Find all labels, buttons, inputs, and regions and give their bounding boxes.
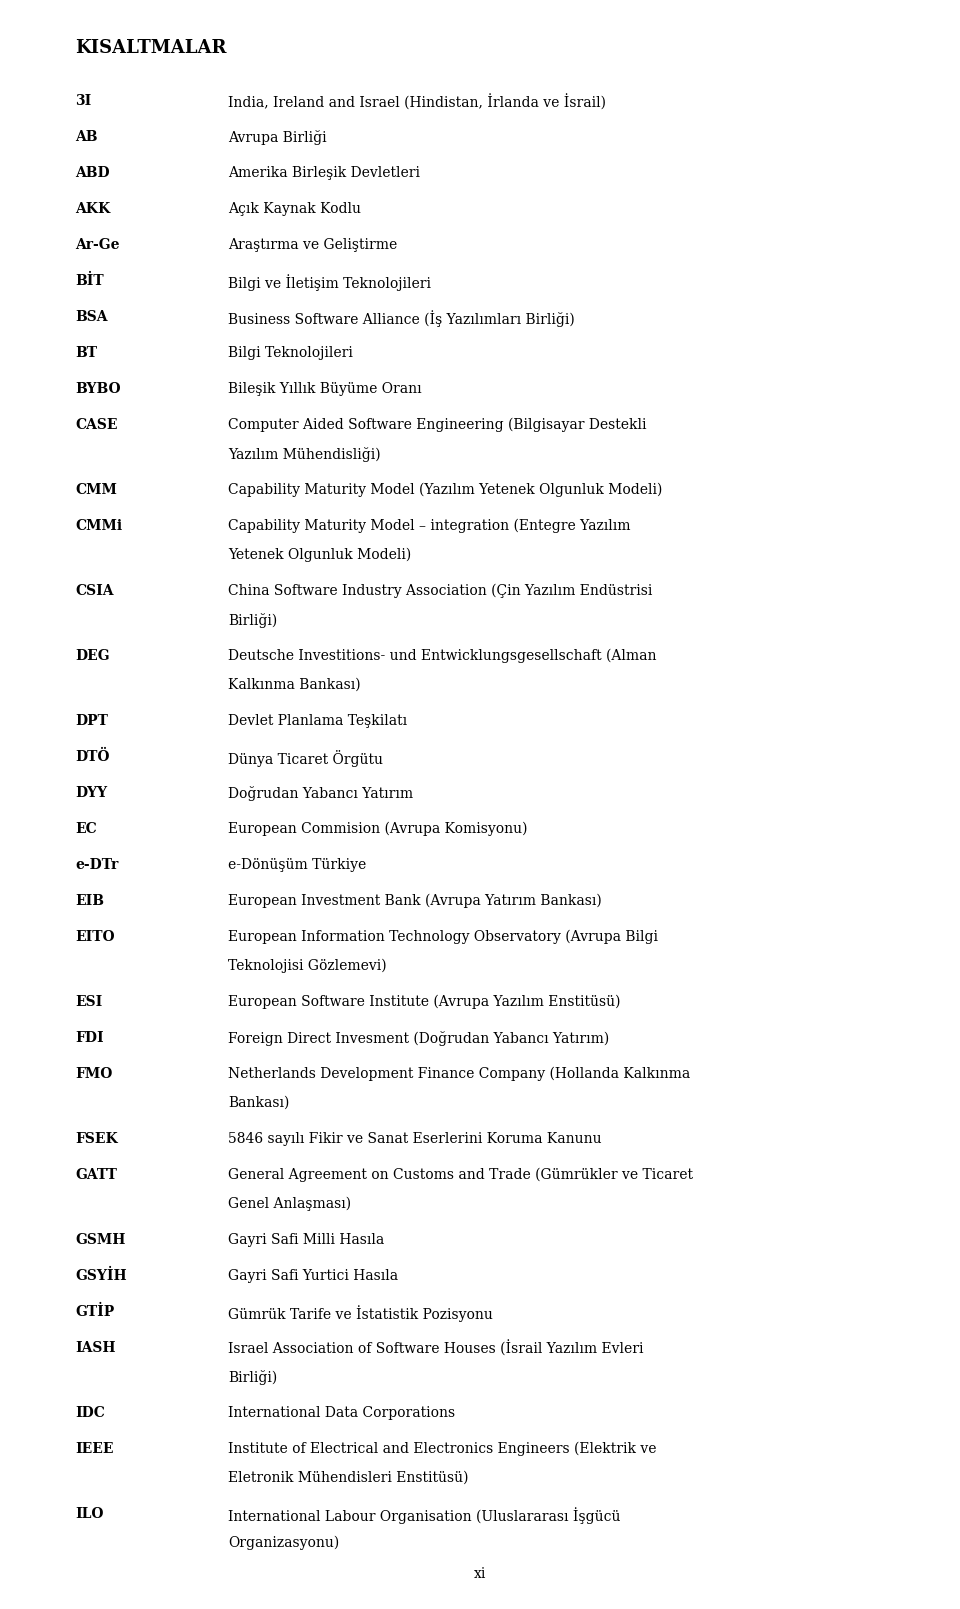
- Text: Deutsche Investitions- und Entwicklungsgesellschaft (Alman: Deutsche Investitions- und Entwicklungsg…: [228, 648, 657, 663]
- Text: Gümrük Tarife ve İstatistik Pozisyonu: Gümrük Tarife ve İstatistik Pozisyonu: [228, 1305, 492, 1323]
- Text: CMMi: CMMi: [75, 520, 122, 533]
- Text: FDI: FDI: [75, 1031, 104, 1044]
- Text: IDC: IDC: [75, 1406, 105, 1421]
- Text: EITO: EITO: [75, 930, 114, 944]
- Text: International Data Corporations: International Data Corporations: [228, 1406, 455, 1421]
- Text: BT: BT: [75, 346, 97, 360]
- Text: Bileşik Yıllık Büyüme Oranı: Bileşik Yıllık Büyüme Oranı: [228, 381, 421, 396]
- Text: xi: xi: [474, 1567, 486, 1582]
- Text: GTİP: GTİP: [75, 1305, 114, 1319]
- Text: BSA: BSA: [75, 311, 108, 323]
- Text: GATT: GATT: [75, 1168, 117, 1183]
- Text: Amerika Birleşik Devletleri: Amerika Birleşik Devletleri: [228, 166, 420, 180]
- Text: Birliği): Birliği): [228, 613, 277, 628]
- Text: China Software Industry Association (Çin Yazılım Endüstrisi: China Software Industry Association (Çin…: [228, 584, 653, 599]
- Text: FMO: FMO: [75, 1067, 112, 1081]
- Text: Yazılım Mühendisliği): Yazılım Mühendisliği): [228, 447, 380, 462]
- Text: GSYİH: GSYİH: [75, 1270, 127, 1282]
- Text: Birliği): Birliği): [228, 1369, 277, 1385]
- Text: Genel Anlaşması): Genel Anlaşması): [228, 1197, 351, 1212]
- Text: Organizasyonu): Organizasyonu): [228, 1537, 339, 1551]
- Text: IEEE: IEEE: [75, 1442, 113, 1456]
- Text: Institute of Electrical and Electronics Engineers (Elektrik ve: Institute of Electrical and Electronics …: [228, 1442, 657, 1456]
- Text: Foreign Direct Invesment (Doğrudan Yabancı Yatırım): Foreign Direct Invesment (Doğrudan Yaban…: [228, 1031, 610, 1046]
- Text: DPT: DPT: [75, 714, 108, 727]
- Text: Avrupa Birliği: Avrupa Birliği: [228, 130, 326, 145]
- Text: Netherlands Development Finance Company (Hollanda Kalkınma: Netherlands Development Finance Company …: [228, 1067, 690, 1081]
- Text: Yetenek Olgunluk Modeli): Yetenek Olgunluk Modeli): [228, 549, 411, 563]
- Text: ABD: ABD: [75, 166, 109, 180]
- Text: Eletronik Mühendisleri Enstitüsü): Eletronik Mühendisleri Enstitüsü): [228, 1471, 468, 1485]
- Text: Gayri Safi Milli Hasıla: Gayri Safi Milli Hasıla: [228, 1232, 384, 1247]
- Text: Ar-Ge: Ar-Ge: [75, 238, 119, 253]
- Text: DTÖ: DTÖ: [75, 750, 109, 764]
- Text: EIB: EIB: [75, 895, 104, 907]
- Text: CMM: CMM: [75, 483, 117, 497]
- Text: KISALTMALAR: KISALTMALAR: [75, 39, 227, 56]
- Text: Israel Association of Software Houses (İsrail Yazılım Evleri: Israel Association of Software Houses (İ…: [228, 1340, 643, 1356]
- Text: Teknolojisi Gözlemevi): Teknolojisi Gözlemevi): [228, 959, 387, 973]
- Text: European Software Institute (Avrupa Yazılım Enstitüsü): European Software Institute (Avrupa Yazı…: [228, 994, 620, 1009]
- Text: Devlet Planlama Teşkilatı: Devlet Planlama Teşkilatı: [228, 714, 407, 727]
- Text: 3I: 3I: [75, 93, 91, 108]
- Text: GSMH: GSMH: [75, 1232, 126, 1247]
- Text: BİT: BİT: [75, 274, 104, 288]
- Text: DYY: DYY: [75, 787, 108, 800]
- Text: European Investment Bank (Avrupa Yatırım Bankası): European Investment Bank (Avrupa Yatırım…: [228, 895, 602, 909]
- Text: International Labour Organisation (Uluslararası İşgücü: International Labour Organisation (Ulusl…: [228, 1508, 620, 1524]
- Text: Bankası): Bankası): [228, 1096, 289, 1110]
- Text: Gayri Safi Yurtici Hasıla: Gayri Safi Yurtici Hasıla: [228, 1270, 398, 1282]
- Text: EC: EC: [75, 822, 97, 837]
- Text: ILO: ILO: [75, 1508, 104, 1521]
- Text: BYBO: BYBO: [75, 381, 121, 396]
- Text: Doğrudan Yabancı Yatırım: Doğrudan Yabancı Yatırım: [228, 787, 413, 801]
- Text: Dünya Ticaret Örgütu: Dünya Ticaret Örgütu: [228, 750, 383, 767]
- Text: European Commision (Avrupa Komisyonu): European Commision (Avrupa Komisyonu): [228, 822, 527, 837]
- Text: Capability Maturity Model (Yazılım Yetenek Olgunluk Modeli): Capability Maturity Model (Yazılım Yeten…: [228, 483, 662, 497]
- Text: European Information Technology Observatory (Avrupa Bilgi: European Information Technology Observat…: [228, 930, 658, 944]
- Text: Bilgi ve İletişim Teknolojileri: Bilgi ve İletişim Teknolojileri: [228, 274, 431, 291]
- Text: DEG: DEG: [75, 648, 109, 663]
- Text: Capability Maturity Model – integration (Entegre Yazılım: Capability Maturity Model – integration …: [228, 520, 631, 534]
- Text: India, Ireland and Israel (Hindistan, İrlanda ve İsrail): India, Ireland and Israel (Hindistan, İr…: [228, 93, 606, 109]
- Text: Bilgi Teknolojileri: Bilgi Teknolojileri: [228, 346, 353, 360]
- Text: AB: AB: [75, 130, 98, 143]
- Text: e-DTr: e-DTr: [75, 858, 118, 872]
- Text: Kalkınma Bankası): Kalkınma Bankası): [228, 677, 361, 692]
- Text: Business Software Alliance (İş Yazılımları Birliği): Business Software Alliance (İş Yazılımla…: [228, 311, 575, 327]
- Text: FSEK: FSEK: [75, 1133, 118, 1146]
- Text: AKK: AKK: [75, 203, 110, 216]
- Text: Açık Kaynak Kodlu: Açık Kaynak Kodlu: [228, 203, 361, 216]
- Text: 5846 sayılı Fikir ve Sanat Eserlerini Koruma Kanunu: 5846 sayılı Fikir ve Sanat Eserlerini Ko…: [228, 1133, 602, 1146]
- Text: Computer Aided Software Engineering (Bilgisayar Destekli: Computer Aided Software Engineering (Bil…: [228, 418, 646, 433]
- Text: CASE: CASE: [75, 418, 117, 431]
- Text: e-Dönüşüm Türkiye: e-Dönüşüm Türkiye: [228, 858, 367, 872]
- Text: IASH: IASH: [75, 1340, 115, 1355]
- Text: CSIA: CSIA: [75, 584, 113, 599]
- Text: ESI: ESI: [75, 994, 103, 1009]
- Text: General Agreement on Customs and Trade (Gümrükler ve Ticaret: General Agreement on Customs and Trade (…: [228, 1168, 693, 1183]
- Text: Araştırma ve Geliştirme: Araştırma ve Geliştirme: [228, 238, 397, 253]
